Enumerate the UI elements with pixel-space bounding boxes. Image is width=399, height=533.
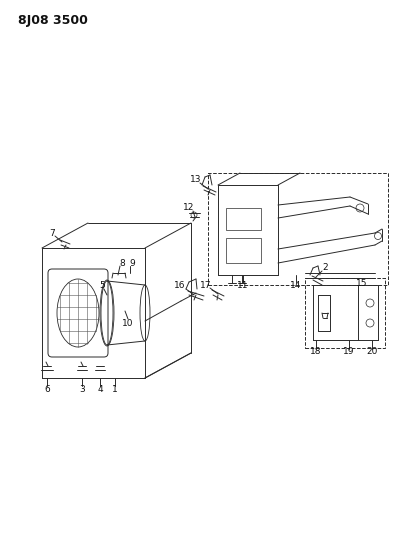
Text: 14: 14: [290, 281, 302, 290]
Bar: [226, 238, 261, 263]
Text: 5: 5: [99, 281, 105, 290]
Text: 9: 9: [129, 259, 135, 268]
Text: 11: 11: [237, 281, 249, 290]
Text: 18: 18: [310, 348, 322, 357]
Text: 8J08 3500: 8J08 3500: [18, 14, 88, 27]
Text: 19: 19: [343, 348, 355, 357]
Text: 17: 17: [200, 280, 212, 289]
Text: 8: 8: [119, 259, 125, 268]
Text: 12: 12: [183, 203, 195, 212]
Text: 10: 10: [122, 319, 134, 327]
Text: 13: 13: [190, 175, 202, 184]
Bar: [226, 208, 261, 230]
Text: 1: 1: [112, 385, 118, 394]
Text: 4: 4: [97, 384, 103, 393]
Text: 3: 3: [79, 384, 85, 393]
Text: 6: 6: [44, 384, 50, 393]
Text: 7: 7: [49, 229, 55, 238]
Text: 20: 20: [366, 348, 378, 357]
Text: 2: 2: [322, 263, 328, 272]
Text: 15: 15: [356, 279, 368, 287]
Text: 16: 16: [174, 281, 186, 290]
